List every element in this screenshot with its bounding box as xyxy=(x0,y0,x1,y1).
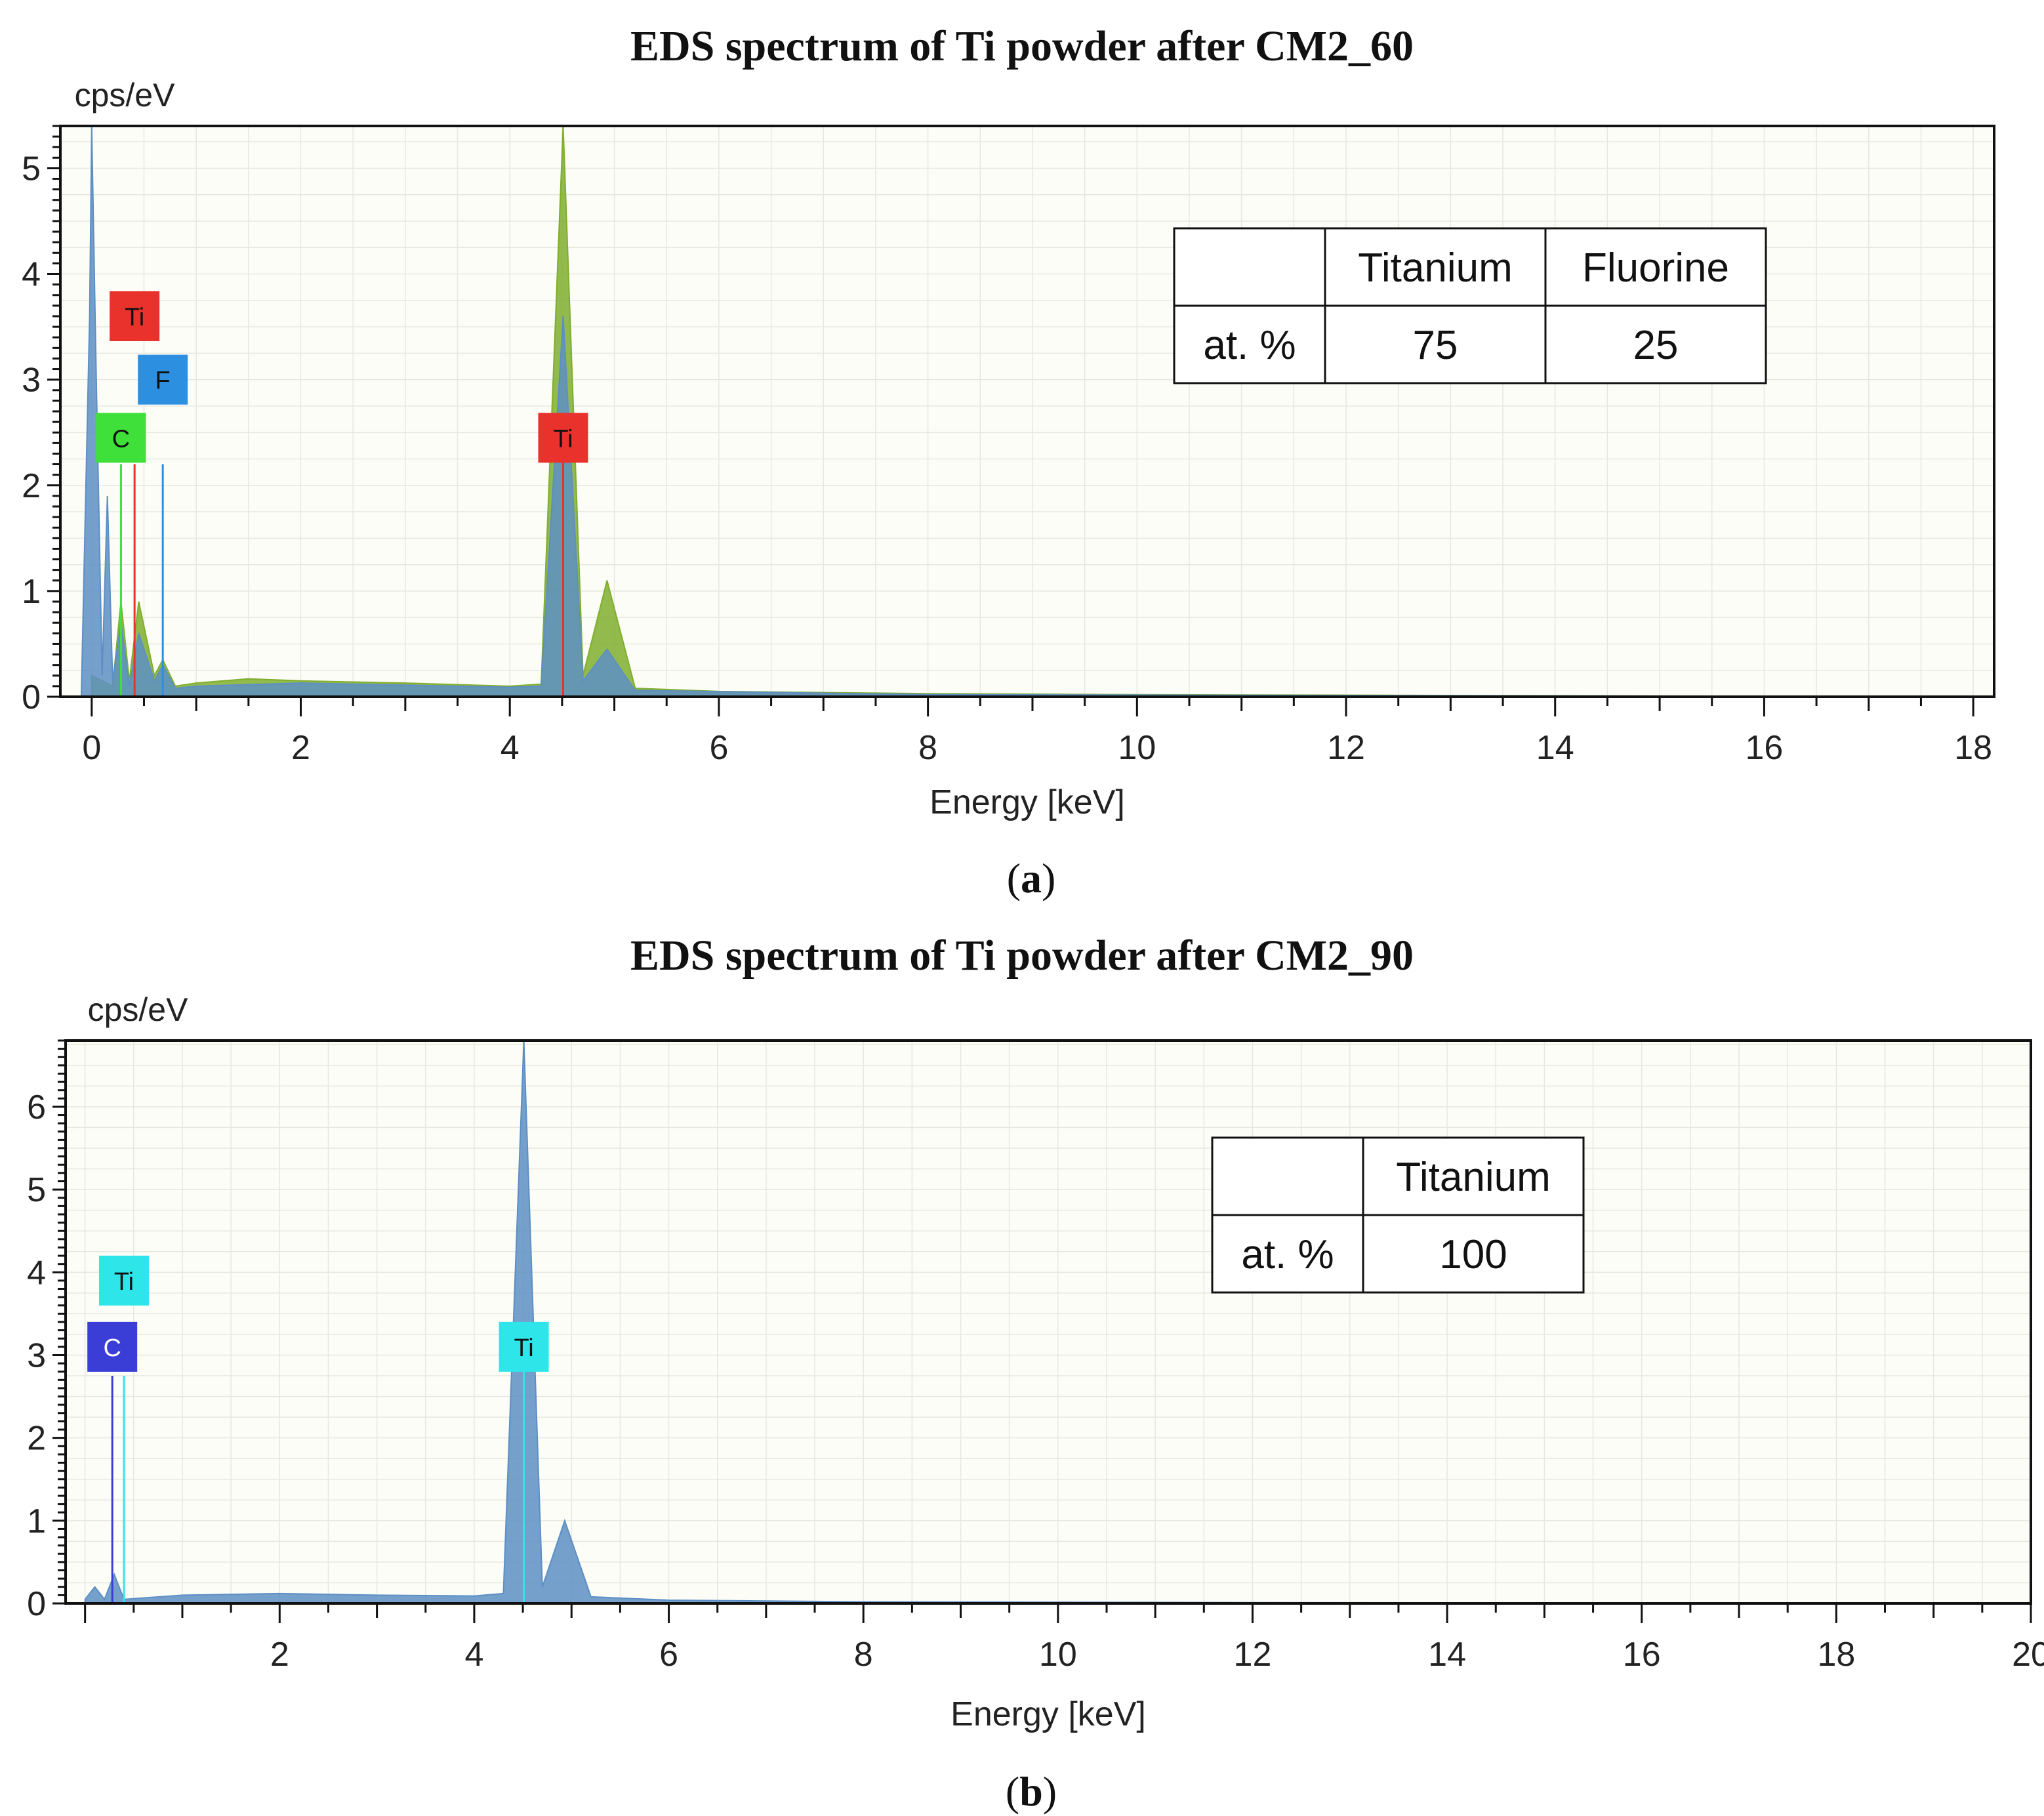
x-tick-label: 10 xyxy=(1039,1636,1077,1674)
caption-paren-open: ( xyxy=(1006,1768,1019,1815)
x-tick-label: 14 xyxy=(1536,729,1574,767)
y-axis-unit: cps/eV xyxy=(88,991,189,1028)
table-column-header: Titanium xyxy=(1358,245,1512,291)
table-row-header: at. % xyxy=(1203,323,1296,368)
y-tick-label: 2 xyxy=(22,467,41,505)
series-spectrum-blue xyxy=(84,1040,2032,1604)
peak-label-ti: Ti xyxy=(553,425,573,453)
panel-caption: (b) xyxy=(1006,1768,1057,1815)
y-tick-label: 4 xyxy=(27,1254,46,1292)
table-cell-value: 100 xyxy=(1439,1232,1507,1277)
x-tick-label: 16 xyxy=(1623,1636,1661,1674)
peak-label-box-f xyxy=(138,354,188,405)
x-tick-label: 12 xyxy=(1327,729,1365,767)
x-tick-label: 0 xyxy=(82,729,101,767)
y-tick-label: 5 xyxy=(22,150,41,188)
x-tick-label: 4 xyxy=(464,1636,483,1674)
y-tick-label: 5 xyxy=(27,1171,46,1209)
table-cell-value: 75 xyxy=(1413,323,1458,368)
y-tick-label: 6 xyxy=(27,1088,46,1126)
caption-paren-open: ( xyxy=(1007,855,1021,901)
x-tick-label: 20 xyxy=(2012,1636,2044,1674)
plot-area xyxy=(60,126,1994,697)
caption-letter: b xyxy=(1019,1768,1043,1815)
x-tick-label: 12 xyxy=(1234,1636,1272,1674)
peak-label-box-c xyxy=(96,413,146,463)
x-tick-label: 18 xyxy=(1817,1636,1855,1674)
peak-label-c: C xyxy=(112,425,130,453)
peak-label-box-ti xyxy=(110,291,160,341)
chart-panel-b: EDS spectrum of Ti powder after CM2_90 Ti… xyxy=(27,932,2044,1815)
y-tick-label: 4 xyxy=(22,256,41,294)
caption-paren-close: ) xyxy=(1042,855,1055,901)
x-tick-label: 6 xyxy=(659,1636,678,1674)
x-tick-label: 6 xyxy=(709,729,728,767)
y-tick-label: 2 xyxy=(27,1420,46,1458)
chart-panel-a: EDS spectrum of Ti powder after CM2_60 Ti… xyxy=(22,22,1995,901)
x-tick-label: 18 xyxy=(1954,729,1992,767)
panel-caption: (a) xyxy=(1007,855,1056,901)
table-cell-value: 25 xyxy=(1633,323,1679,368)
peak-label-box-ti xyxy=(499,1321,549,1372)
y-tick-label: 1 xyxy=(27,1502,46,1540)
peak-label-ti: Ti xyxy=(125,304,144,331)
table-row-header: at. % xyxy=(1241,1232,1334,1277)
y-tick-label: 3 xyxy=(27,1336,46,1374)
x-axis-label: Energy [keV] xyxy=(950,1695,1146,1733)
peak-label-f: F xyxy=(155,367,171,395)
chart-title: EDS spectrum of Ti powder after CM2_60 xyxy=(630,22,1414,70)
y-tick-label: 1 xyxy=(22,573,41,611)
table-column-header: Titanium xyxy=(1396,1155,1550,1200)
peak-label-ti: Ti xyxy=(114,1268,134,1296)
chart-title: EDS spectrum of Ti powder after CM2_90 xyxy=(630,932,1414,980)
y-tick-label: 0 xyxy=(27,1585,46,1623)
peak-label-box-ti xyxy=(538,413,588,463)
table-column-header: Fluorine xyxy=(1582,245,1729,291)
y-axis-unit: cps/eV xyxy=(75,77,176,114)
x-tick-label: 10 xyxy=(1118,729,1156,767)
y-tick-label: 0 xyxy=(22,678,41,716)
x-axis-label: Energy [keV] xyxy=(930,783,1125,821)
y-tick-label: 3 xyxy=(22,361,41,400)
x-tick-label: 2 xyxy=(291,729,310,767)
composition-table: Titanium 100 at. % xyxy=(1211,1136,1585,1294)
plot-area xyxy=(66,1041,2031,1603)
caption-paren-close: ) xyxy=(1043,1768,1057,1815)
composition-table: Titanium 75 Fluorine 25 at. % xyxy=(1173,227,1767,384)
x-tick-label: 4 xyxy=(501,729,520,767)
peak-label-box-ti xyxy=(98,1255,149,1306)
x-tick-label: 14 xyxy=(1428,1636,1466,1674)
caption-letter: a xyxy=(1021,855,1042,901)
peak-label-ti: Ti xyxy=(514,1334,533,1362)
x-tick-label: 8 xyxy=(918,729,937,767)
x-tick-label: 16 xyxy=(1746,729,1784,767)
peak-label-box-c xyxy=(87,1321,138,1372)
x-tick-label: 8 xyxy=(854,1636,873,1674)
x-tick-label: 2 xyxy=(270,1636,289,1674)
peak-label-c: C xyxy=(103,1334,121,1362)
series-spectrum-blue xyxy=(80,125,1974,697)
